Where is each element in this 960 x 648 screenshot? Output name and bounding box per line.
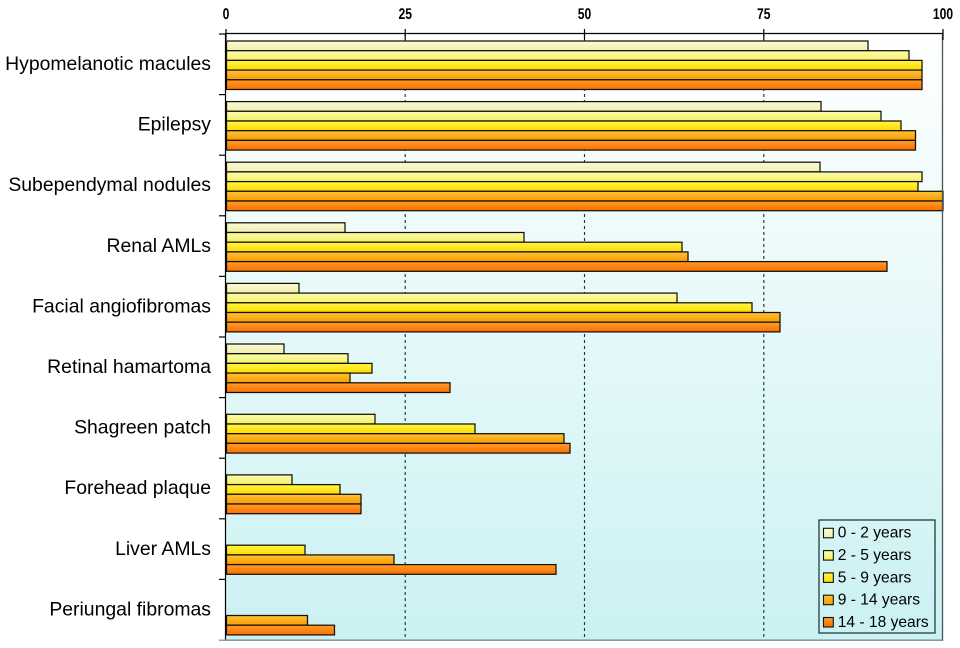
svg-text:0 - 2 years: 0 - 2 years bbox=[838, 525, 912, 542]
svg-text:Shagreen patch: Shagreen patch bbox=[74, 417, 211, 439]
svg-text:Forehead plaque: Forehead plaque bbox=[64, 477, 211, 499]
svg-text:14 - 18 years: 14 - 18 years bbox=[838, 614, 929, 631]
svg-text:9 - 14 years: 9 - 14 years bbox=[838, 592, 921, 609]
svg-text:2 - 5 years: 2 - 5 years bbox=[838, 547, 912, 564]
svg-text:Epilepsy: Epilepsy bbox=[138, 114, 212, 136]
svg-text:5 - 9 years: 5 - 9 years bbox=[838, 569, 912, 586]
svg-text:Retinal hamartoma: Retinal hamartoma bbox=[47, 356, 211, 378]
svg-text:Renal AMLs: Renal AMLs bbox=[106, 235, 211, 257]
svg-text:Facial angiofibromas: Facial angiofibromas bbox=[32, 295, 211, 317]
svg-text:Liver AMLs: Liver AMLs bbox=[115, 538, 211, 560]
svg-text:Periungal fibromas: Periungal fibromas bbox=[49, 598, 211, 620]
svg-text:Subependymal nodules: Subependymal nodules bbox=[8, 174, 211, 196]
svg-text:Hypomelanotic macules: Hypomelanotic macules bbox=[5, 53, 211, 75]
